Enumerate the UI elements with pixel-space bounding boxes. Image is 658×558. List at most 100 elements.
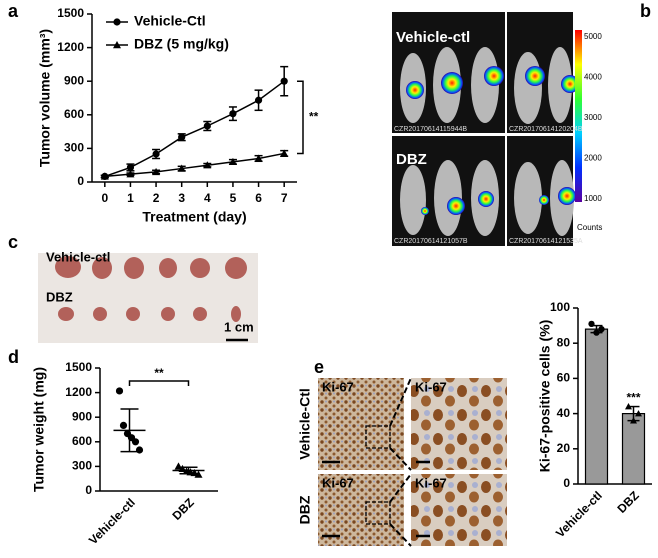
micrograph [318, 378, 404, 470]
x-tick-label: DBZ [615, 488, 642, 515]
y-axis-label: Tumor weight (mg) [31, 367, 47, 492]
panel-label: a [8, 1, 19, 21]
y-tick-label: 20 [557, 441, 571, 455]
significance: *** [626, 391, 640, 405]
marker [593, 329, 600, 336]
zoom-line [389, 377, 412, 547]
imaging-panel [392, 12, 582, 246]
y-tick-label: 1200 [57, 40, 84, 54]
series-line [104, 152, 285, 178]
y-tick-label: 80 [557, 335, 571, 349]
x-tick-label: 3 [178, 191, 185, 205]
scale-bar [322, 460, 430, 538]
marker [625, 403, 632, 410]
image-id: CZR20170614120204B [509, 126, 583, 133]
y-tick-label: 0 [77, 174, 84, 188]
y-tick-label: 600 [72, 434, 92, 448]
series-line [104, 80, 285, 178]
legend-label: Vehicle-Ctl [134, 13, 206, 29]
stain-label: Ki-67 [322, 475, 354, 490]
y-tick-label: 40 [557, 406, 571, 420]
colorbar-label: Counts [577, 223, 602, 232]
stain-label: Ki-67 [415, 379, 447, 394]
image-id: CZR20170614121535A [509, 238, 583, 245]
x-tick-label: DBZ [170, 495, 197, 522]
marker [126, 170, 135, 178]
marker [131, 438, 140, 446]
x-tick-label: 0 [101, 191, 108, 205]
group-label: Vehicle-ctl [46, 249, 110, 264]
marker [152, 167, 161, 176]
micrograph [411, 378, 507, 470]
significance: ** [154, 366, 164, 380]
group-label: Vehicle-ctl [396, 29, 470, 46]
significance: ** [309, 109, 319, 123]
marker [100, 172, 109, 180]
x-axis-label: Treatment (day) [142, 209, 246, 225]
row-label: Vehicle-Ctl [297, 388, 313, 460]
x-tick-label: 7 [281, 191, 288, 205]
bar [621, 413, 646, 485]
marker [254, 96, 263, 104]
image-id: CZR20170614121057B [394, 238, 468, 245]
x-tick-label: 2 [153, 191, 160, 205]
colorbar-tick: 1000 [584, 194, 602, 203]
legend-label: DBZ (5 mg/kg) [134, 36, 229, 52]
marker [203, 122, 211, 130]
zoom-box [365, 425, 391, 525]
marker [280, 77, 288, 85]
x-tick-label: Vehicle-ctl [553, 488, 605, 540]
micrograph [411, 474, 507, 546]
stain-label: Ki-67 [322, 379, 354, 394]
marker [203, 161, 212, 169]
y-axis-label: Ki-67-positive cells (%) [537, 320, 553, 473]
marker [194, 470, 203, 478]
y-tick-label: 0 [85, 483, 92, 497]
marker [280, 149, 289, 157]
x-tick-label: 4 [204, 191, 211, 205]
row-label: DBZ [297, 495, 313, 524]
photo-panel [38, 253, 258, 343]
marker [152, 150, 160, 158]
histology-panel [318, 377, 507, 547]
stain-label: Ki-67 [415, 475, 447, 490]
y-axis-label: Tumor volume (mm³) [37, 29, 53, 167]
y-tick-label: 300 [72, 459, 92, 473]
colorbar-tick: 2000 [584, 154, 602, 163]
y-tick-label: 1500 [65, 360, 92, 374]
colorbar-tick: 4000 [584, 73, 602, 82]
panel-label: e [314, 357, 324, 377]
marker [119, 421, 128, 429]
marker [635, 410, 642, 417]
panel-label: c [8, 232, 18, 252]
group-label: DBZ [46, 289, 73, 304]
marker [254, 154, 263, 162]
x-tick-label: Vehicle-ctl [86, 495, 138, 547]
y-tick-label: 300 [64, 141, 84, 155]
x-tick-label: 5 [230, 191, 237, 205]
marker [115, 387, 124, 395]
colorbar-tick: 3000 [584, 113, 602, 122]
bracket [297, 80, 304, 155]
marker [126, 163, 135, 172]
bracket [128, 380, 190, 386]
y-tick-label: 900 [64, 73, 84, 87]
signal [406, 66, 579, 215]
x-tick-label: 1 [127, 191, 134, 205]
scale-label: 1 cm [224, 319, 254, 334]
y-tick-label: 900 [72, 409, 92, 423]
y-tick-label: 1500 [57, 6, 84, 20]
image-id: CZR20170614115944B [394, 126, 467, 133]
marker [113, 41, 121, 49]
marker [135, 446, 144, 454]
marker [229, 110, 237, 118]
panel-label: d [8, 347, 19, 367]
bar [584, 328, 609, 485]
marker [598, 325, 605, 333]
y-tick-label: 60 [557, 371, 571, 385]
group-label: DBZ [396, 151, 427, 168]
panel-label: b [640, 1, 651, 21]
tumors [55, 256, 247, 322]
marker [113, 18, 121, 26]
